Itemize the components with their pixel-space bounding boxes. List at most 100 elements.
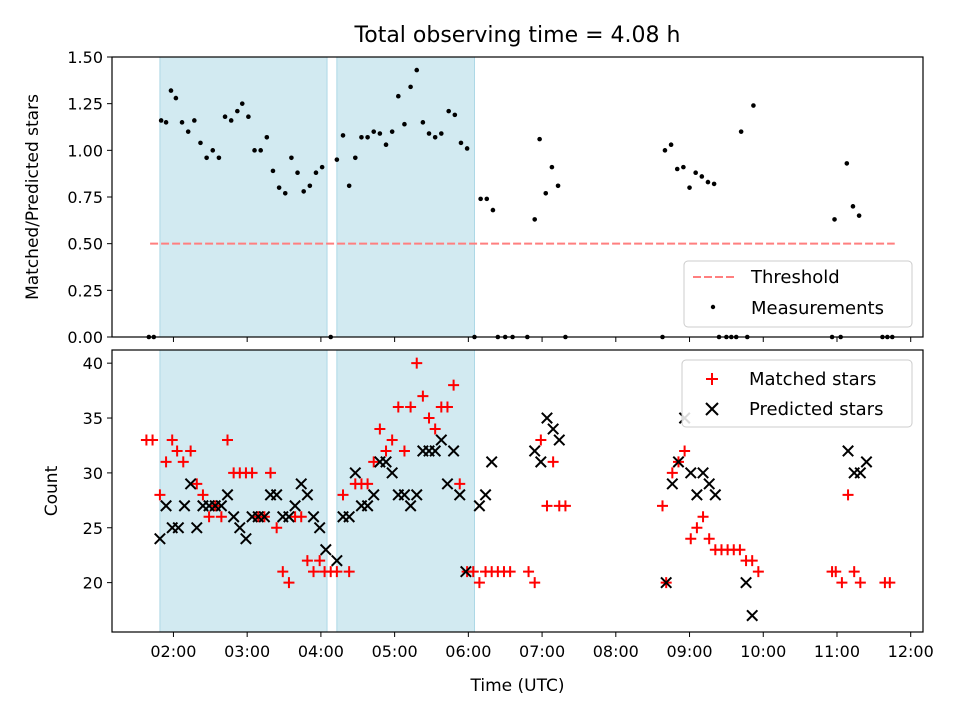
- matched-star-marker: [283, 577, 295, 589]
- measurement-point: [389, 129, 395, 134]
- bottom-y-tick-label: 25: [83, 519, 103, 538]
- measurement-point: [340, 133, 346, 138]
- measurement-point: [484, 196, 490, 202]
- predicted-star-marker: [283, 510, 295, 523]
- matched-star-marker: [656, 500, 668, 512]
- top-y-tick-label: 1.25: [67, 95, 103, 114]
- measurement-point: [307, 183, 313, 189]
- x-tick-label: 02:00: [150, 642, 196, 661]
- legend-matched-label: Matched stars: [749, 369, 876, 390]
- matched-star-marker: [559, 500, 571, 512]
- measurement-point: [334, 157, 340, 162]
- measurement-point: [346, 183, 352, 189]
- x-tick-label: 11:00: [814, 642, 860, 661]
- ratio-panel: 0.00 0.25 0.50 0.75 1.00 1.25 1.50 Matched/Pre…: [23, 48, 924, 347]
- measurement-point: [464, 146, 470, 151]
- matched-star-marker: [666, 467, 678, 479]
- measurement-point: [537, 136, 542, 142]
- measurement-point: [856, 213, 862, 218]
- predicted-star-marker: [684, 466, 697, 479]
- x-tick-label: 04:00: [298, 642, 344, 661]
- predicted-star-marker: [380, 456, 392, 468]
- legend-matched-swatch: [706, 373, 718, 385]
- bottom-y-tick-label: 35: [83, 409, 103, 428]
- measurement-point: [235, 108, 240, 114]
- matched-star-marker: [746, 555, 758, 567]
- predicted-star-marker: [459, 565, 472, 578]
- matched-star-marker: [473, 577, 485, 589]
- top-observing-windows: [159, 56, 475, 338]
- measurement-point: [295, 170, 300, 176]
- predicted-star-marker: [154, 532, 166, 545]
- matched-star-marker: [734, 544, 746, 556]
- predicted-star-marker: [215, 499, 228, 512]
- measurement-point: [204, 155, 209, 161]
- matched-star-marker: [854, 577, 866, 589]
- matched-star-marker: [703, 533, 715, 545]
- matched-star-marker: [417, 390, 429, 402]
- measurement-point: [555, 183, 561, 189]
- x-tick-label: 06:00: [445, 642, 491, 661]
- measurement-point: [163, 120, 169, 125]
- predicted-star-marker: [319, 543, 332, 556]
- matched-star-marker: [454, 478, 466, 490]
- matched-star-marker: [308, 566, 320, 578]
- measurement-point: [179, 120, 185, 125]
- measurement-point: [439, 131, 444, 136]
- matched-star-marker: [374, 423, 386, 435]
- measurement-point: [681, 164, 686, 170]
- measurement-point: [420, 120, 426, 125]
- predicted-star-marker: [672, 456, 685, 468]
- measurement-point: [751, 103, 756, 108]
- x-tick-label: 03:00: [224, 642, 270, 661]
- matched-star-marker: [884, 577, 896, 589]
- matched-star-marker: [467, 566, 479, 578]
- matched-star-marker: [392, 401, 404, 413]
- predicted-star-marker: [258, 510, 271, 523]
- measurement-point: [738, 129, 744, 134]
- measurement-point: [365, 134, 370, 140]
- matched-star-marker: [362, 478, 374, 490]
- matched-star-marker: [398, 445, 410, 457]
- bottom-x-axis: 02:00 03:00 04:00 05:00 06:00 07:00 08:00 09:00…: [150, 632, 934, 661]
- predicted-star-marker: [479, 488, 492, 501]
- predicted-star-marker: [221, 488, 234, 501]
- matched-star-marker: [222, 434, 234, 446]
- measurement-point: [532, 217, 538, 222]
- predicted-star-marker: [541, 412, 553, 424]
- measurement-point: [662, 148, 668, 153]
- predicted-star-marker: [553, 434, 566, 446]
- predicted-star-marker: [172, 521, 185, 534]
- measurement-point: [353, 155, 358, 161]
- measurement-point: [185, 129, 191, 134]
- legend-measurements-label: Measurements: [751, 298, 884, 319]
- predicted-star-marker: [240, 532, 252, 545]
- top-y-axis: 0.00 0.25 0.50 0.75 1.00 1.25 1.50: [67, 48, 112, 347]
- matched-star-marker: [752, 566, 764, 578]
- matched-star-markers: [140, 357, 896, 589]
- measurement-point: [168, 88, 174, 93]
- matched-star-marker: [295, 511, 307, 523]
- x-tick-label: 05:00: [372, 642, 418, 661]
- matched-star-marker: [314, 555, 326, 567]
- measurement-point: [239, 101, 245, 106]
- matched-star-marker: [529, 577, 541, 589]
- shaded-interval: [159, 56, 328, 338]
- measurement-point: [270, 168, 276, 174]
- measurement-point: [408, 84, 413, 90]
- measurement-point: [687, 185, 692, 190]
- measurement-point: [276, 185, 282, 190]
- top-y-tick-label: 1.00: [67, 141, 103, 160]
- matched-star-marker: [380, 445, 392, 457]
- matched-star-marker: [154, 489, 166, 501]
- measurement-point: [478, 196, 483, 202]
- measurement-point: [674, 166, 680, 172]
- matched-star-marker: [836, 577, 848, 589]
- top-y-axis-label: Matched/Predicted stars: [23, 94, 43, 300]
- measurement-point: [396, 93, 401, 99]
- bottom-y-tick-label: 20: [83, 574, 103, 593]
- matched-star-marker: [830, 566, 842, 578]
- matched-star-marker: [386, 434, 398, 446]
- bottom-y-tick-label: 40: [83, 354, 103, 373]
